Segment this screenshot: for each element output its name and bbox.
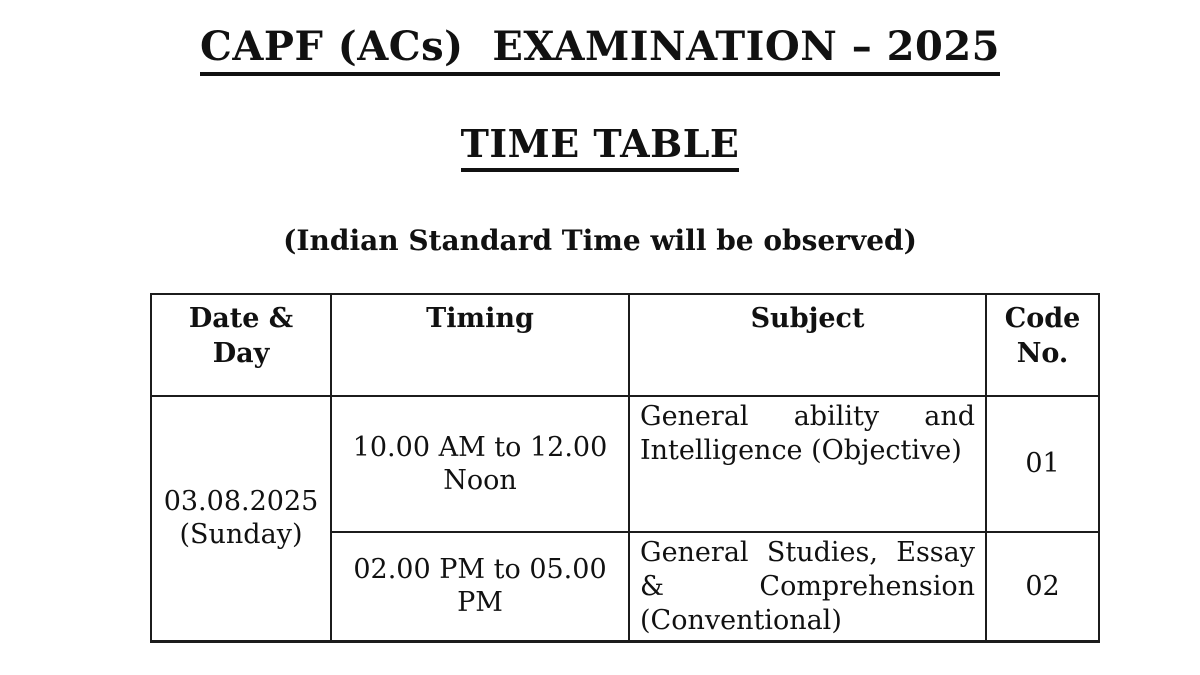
code-cell-afternoon: 02 [985, 531, 1100, 643]
code-cell-morning: 01 [985, 395, 1100, 534]
column-header-subject: Subject [628, 293, 987, 398]
title-row: CAPF (ACs) EXAMINATION – 2025 [20, 24, 1180, 76]
page-title: CAPF (ACs) EXAMINATION – 2025 [200, 24, 1000, 76]
subject-cell-morning: General ability and Intelligence (Object… [628, 395, 987, 534]
document-page: CAPF (ACs) EXAMINATION – 2025 TIME TABLE… [20, 24, 1180, 643]
heading-row: TIME TABLE [20, 122, 1180, 172]
column-header-timing: Timing [330, 293, 630, 398]
timetable-heading: TIME TABLE [460, 122, 740, 172]
column-header-date-day: Date & Day [150, 293, 332, 398]
timezone-note: (Indian Standard Time will be observed) [283, 223, 917, 257]
exam-date-cell: 03.08.2025 (Sunday) [150, 395, 332, 643]
session-row-afternoon: 02.00 PM to 05.00 PM General Studies, Es… [151, 531, 1100, 643]
column-header-code-no: Code No. [985, 293, 1100, 398]
exam-timetable: Date & Day Timing Subject Code No. 03.08… [150, 293, 1100, 643]
subject-cell-afternoon: General Studies, Essay & Comprehension (… [628, 531, 987, 643]
session-row-morning: 03.08.2025 (Sunday) 10.00 AM to 12.00 No… [150, 395, 1100, 643]
timing-cell-morning: 10.00 AM to 12.00 Noon [330, 395, 630, 534]
timing-cell-afternoon: 02.00 PM to 05.00 PM [330, 531, 630, 643]
timetable-header-row: Date & Day Timing Subject Code No. [150, 293, 1100, 398]
